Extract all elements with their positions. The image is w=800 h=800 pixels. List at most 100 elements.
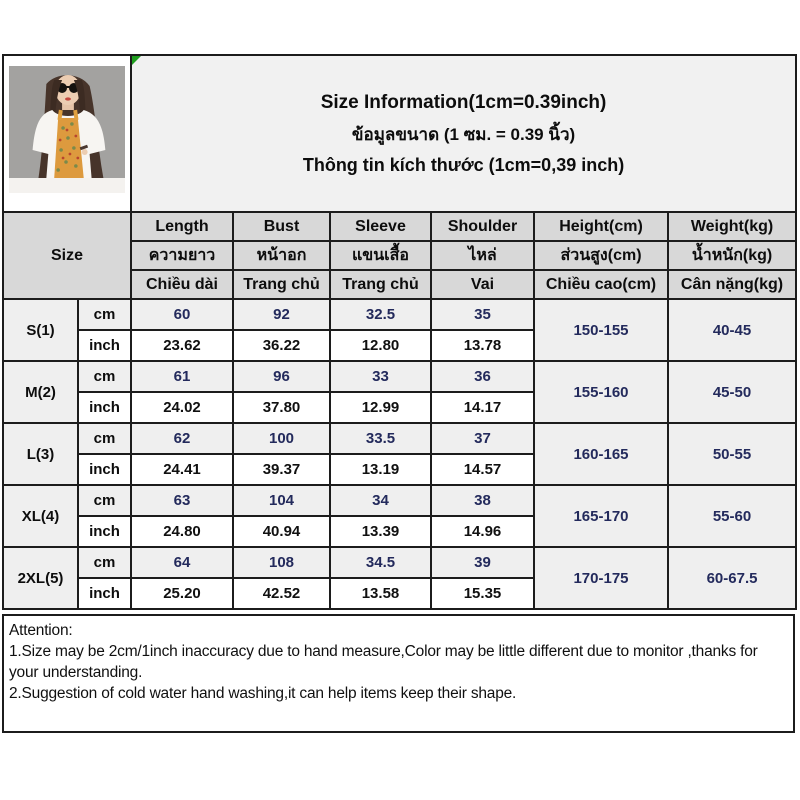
column-header-height-vi: Chiều cao(cm) [533,269,669,300]
column-header-bust-vi: Trang chủ [232,269,331,300]
value-sleeve-inch: 13.19 [329,453,432,486]
value-length-inch: 25.20 [130,577,234,610]
table-row: inch 25.20 42.52 13.58 15.35 [3,577,796,610]
value-sleeve-inch: 13.39 [329,515,432,548]
product-photo-cell [2,54,132,213]
value-shoulder-cm: 39 [430,546,535,579]
column-header-sleeve-th: แขนเสื้อ [329,240,432,271]
column-header-weight-th: น้ำหนัก(kg) [666,240,798,271]
value-shoulder-inch: 14.17 [430,391,535,424]
unit-label-cm: cm [77,360,132,393]
value-weight-range: 55-60 [666,484,798,548]
value-shoulder-cm: 36 [430,360,535,393]
value-sleeve-cm: 33.5 [329,422,432,455]
value-height-range: 150-155 [533,298,669,362]
value-sleeve-inch: 13.58 [329,577,432,610]
column-header-height-th: ส่วนสูง(cm) [533,240,669,271]
column-header-shoulder: Shoulder [430,211,535,242]
header-row-english: Size Length Bust Sleeve Shoulder Height(… [2,211,798,300]
column-header-sleeve: Sleeve [329,211,432,242]
size-table: Size Information(1cm=0.39inch) ข้อมูลขนา… [2,54,798,610]
size-row-label: 2XL(5) [2,546,79,610]
column-header-weight: Weight(kg) [666,211,798,242]
table-row: inch 23.62 36.22 12.80 13.78 [3,329,796,362]
table-row: L(3) cm 62 100 33.5 37 160-165 50-55 [2,422,798,486]
page-title: Size Information(1cm=0.39inch) [320,91,607,113]
header-row-vietnamese: Chiều dài Trang chủ Trang chủ Vai Chiều … [3,269,798,300]
value-shoulder-cm: 38 [430,484,535,517]
table-row: inch 24.80 40.94 13.39 14.96 [3,515,796,548]
size-header: Size [2,211,132,300]
value-sleeve-cm: 33 [329,360,432,393]
column-header-shoulder-th: ไหล่ [430,240,535,271]
column-header-weight-vi: Cân nặng(kg) [666,269,798,300]
table-row: inch 24.41 39.37 13.19 14.57 [3,453,796,486]
model-photo-illustration [9,66,125,193]
value-bust-cm: 96 [232,360,331,393]
size-row-label: M(2) [2,360,79,424]
page-title-thai: ข้อมูลขนาด (1 ซม. = 0.39 นิ้ว) [351,124,576,144]
value-bust-inch: 40.94 [232,515,331,548]
size-row-label: XL(4) [2,484,79,548]
value-bust-inch: 36.22 [232,329,331,362]
column-header-height: Height(cm) [533,211,669,242]
value-shoulder-inch: 14.96 [430,515,535,548]
column-header-length-vi: Chiều dài [130,269,234,300]
column-header-length-th: ความยาว [130,240,234,271]
column-header-bust: Bust [232,211,331,242]
table-row: M(2) cm 61 96 33 36 155-160 45-50 [2,360,798,424]
value-sleeve-cm: 32.5 [329,298,432,331]
unit-label-inch: inch [77,329,132,362]
title-band: Size Information(1cm=0.39inch) ข้อมูลขนา… [2,54,798,213]
value-weight-range: 50-55 [666,422,798,486]
value-height-range: 170-175 [533,546,669,610]
table-row: S(1) cm 60 92 32.5 35 150-155 40-45 [2,298,798,362]
unit-label-cm: cm [77,546,132,579]
value-length-cm: 64 [130,546,234,579]
value-length-cm: 63 [130,484,234,517]
product-photo [9,66,125,193]
attention-line-1: 1.Size may be 2cm/1inch inaccuracy due t… [9,643,758,681]
unit-label-inch: inch [77,391,132,424]
attention-line-2: 2.Suggestion of cold water hand washing,… [9,685,517,702]
attention-heading: Attention: [9,622,73,639]
column-header-bust-th: หน้าอก [232,240,331,271]
value-length-inch: 24.41 [130,453,234,486]
table-row: inch 24.02 37.80 12.99 14.17 [3,391,796,424]
green-corner-marker [133,57,141,65]
value-shoulder-inch: 14.57 [430,453,535,486]
value-shoulder-inch: 13.78 [430,329,535,362]
attention-note: Attention: 1.Size may be 2cm/1inch inacc… [2,614,795,733]
column-header-length: Length [130,211,234,242]
value-height-range: 160-165 [533,422,669,486]
table-row: XL(4) cm 63 104 34 38 165-170 55-60 [2,484,798,548]
unit-label-cm: cm [77,298,132,331]
value-weight-range: 60-67.5 [666,546,798,610]
value-bust-inch: 42.52 [232,577,331,610]
value-bust-cm: 104 [232,484,331,517]
value-bust-cm: 108 [232,546,331,579]
unit-label-cm: cm [77,422,132,455]
value-shoulder-cm: 37 [430,422,535,455]
page-title-vietnamese: Thông tin kích thước (1cm=0,39 inch) [302,154,625,175]
value-bust-inch: 39.37 [232,453,331,486]
value-bust-cm: 92 [232,298,331,331]
value-weight-range: 40-45 [666,298,798,362]
value-length-cm: 60 [130,298,234,331]
value-height-range: 165-170 [533,484,669,548]
title-cell: Size Information(1cm=0.39inch) ข้อมูลขนา… [129,54,798,213]
value-length-cm: 62 [130,422,234,455]
value-sleeve-inch: 12.99 [329,391,432,424]
table-row: 2XL(5) cm 64 108 34.5 39 170-175 60-67.5 [2,546,798,610]
value-length-inch: 23.62 [130,329,234,362]
value-length-inch: 24.02 [130,391,234,424]
header-row-thai: ความยาว หน้าอก แขนเสื้อ ไหล่ ส่วนสูง(cm)… [3,240,798,271]
value-weight-range: 45-50 [666,360,798,424]
value-length-cm: 61 [130,360,234,393]
value-height-range: 155-160 [533,360,669,424]
unit-label-cm: cm [77,484,132,517]
size-row-label: L(3) [2,422,79,486]
value-sleeve-cm: 34.5 [329,546,432,579]
unit-label-inch: inch [77,515,132,548]
